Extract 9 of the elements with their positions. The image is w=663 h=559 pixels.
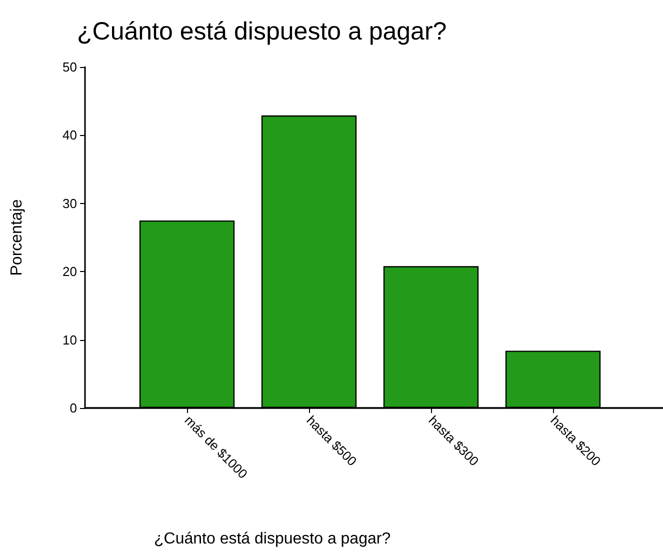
chart-title: ¿Cuánto está dispuesto a pagar?	[77, 18, 447, 46]
y-tick-label: 30	[62, 196, 77, 211]
y-tick-label: 40	[62, 128, 77, 143]
y-tick-label: 50	[62, 60, 77, 74]
y-tick-label: 10	[62, 332, 77, 348]
y-tick-label: 20	[62, 264, 77, 280]
y-tick-label: 0	[70, 400, 77, 416]
y-axis-title: Porcentaje	[8, 199, 26, 276]
x-axis-title: ¿Cuánto está dispuesto a pagar?	[154, 530, 391, 548]
